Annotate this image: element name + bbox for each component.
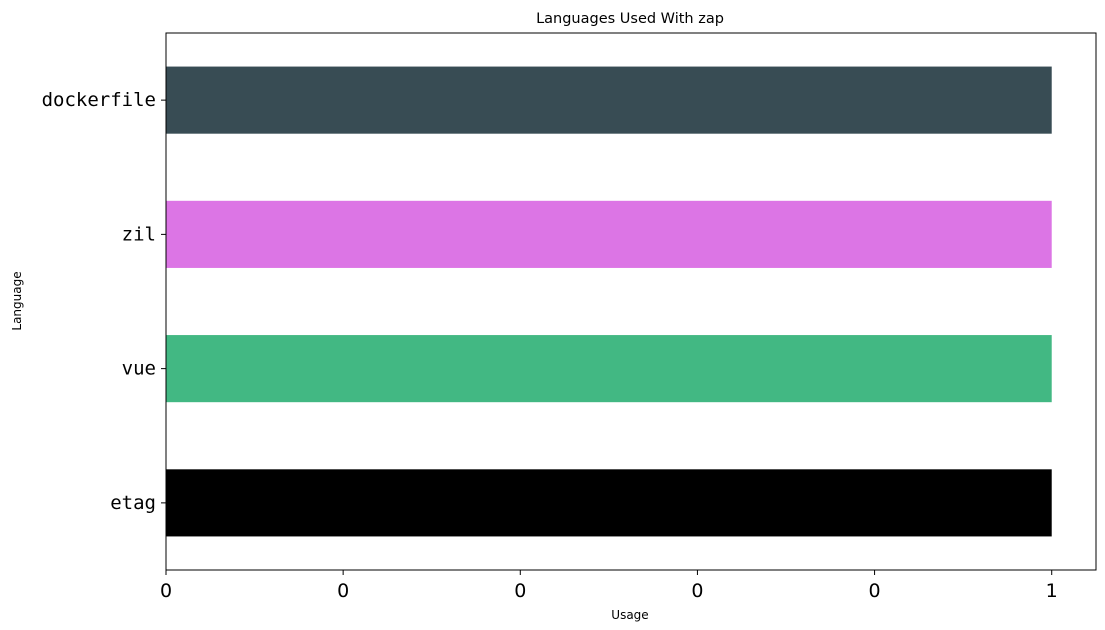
y-tick-label: etag (110, 492, 156, 514)
x-tick-label: 0 (160, 580, 172, 602)
bar-vue (166, 335, 1052, 403)
x-tick-label: 0 (691, 580, 703, 602)
plot-frame (165, 32, 1097, 571)
bars-group (166, 66, 1052, 537)
y-tick-label: zil (122, 223, 156, 245)
bar-etag (166, 469, 1052, 537)
x-axis-ticks: 0 0 0 0 0 1 (160, 570, 1058, 602)
x-tick-label: 1 (1046, 580, 1058, 602)
y-tick-label: vue (122, 358, 156, 380)
x-tick-label: 0 (337, 580, 349, 602)
x-tick-label: 0 (514, 580, 526, 602)
y-axis-ticks: dockerfile zil vue etag (42, 89, 166, 514)
bar-zil (166, 200, 1052, 268)
chart-title: Languages Used With zap (536, 11, 724, 27)
y-tick-label: dockerfile (42, 89, 156, 111)
bar-dockerfile (166, 66, 1052, 134)
x-tick-label: 0 (869, 580, 881, 602)
x-axis-label: Usage (611, 608, 648, 622)
y-axis-label: Language (10, 271, 24, 330)
